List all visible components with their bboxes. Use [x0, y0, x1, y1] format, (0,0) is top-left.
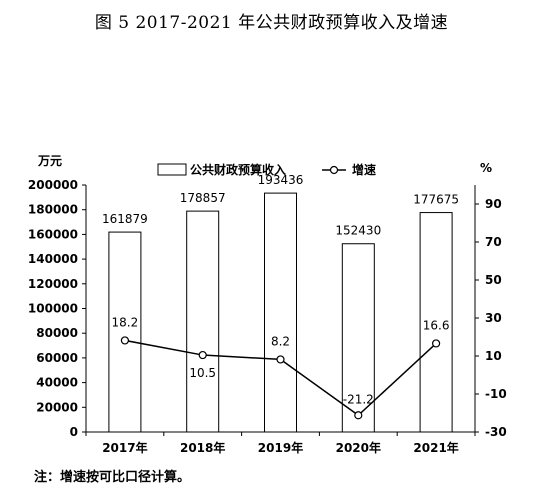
right-tick-label: 30	[485, 311, 502, 325]
line-point	[432, 339, 441, 348]
right-tick-label: 90	[485, 197, 502, 211]
footnote: 注：增速按可比口径计算。	[34, 470, 191, 485]
bar-value-label: 152430	[335, 224, 381, 238]
left-tick-label: 100000	[28, 302, 78, 316]
right-tick-label: 10	[485, 349, 502, 363]
legend: 公共财政预算收入 增速	[157, 162, 376, 177]
line-value-label: 10.5	[189, 366, 216, 380]
y-right-unit: %	[480, 161, 492, 175]
bar	[264, 192, 297, 433]
x-tick-label: 2019年	[258, 440, 303, 455]
x-tick-label: 2020年	[336, 440, 381, 455]
x-tick-label: 2021年	[413, 440, 458, 455]
legend-bar-swatch	[157, 163, 187, 176]
x-tick-label: 2018年	[180, 440, 225, 455]
legend-line-marker	[329, 165, 339, 175]
right-tick-label: 70	[485, 235, 502, 249]
legend-bar-label: 公共财政预算收入	[190, 162, 286, 177]
left-tick-label: 200000	[28, 178, 78, 192]
bar	[419, 212, 453, 433]
bar-value-label: 177675	[413, 193, 459, 207]
bar-value-label: 178857	[180, 191, 226, 205]
line-point	[276, 355, 285, 364]
bar	[108, 231, 142, 433]
figure-title: 图 5 2017-2021 年公共财政预算收入及增速	[94, 13, 449, 33]
left-tick-label: 60000	[36, 351, 78, 365]
bar	[186, 210, 220, 433]
bar-value-label: 161879	[102, 212, 148, 226]
left-tick-label: 20000	[36, 400, 78, 414]
line-point	[354, 411, 363, 420]
line-point	[198, 350, 207, 360]
right-tick-label: -10	[485, 387, 507, 401]
left-tick-label: 140000	[28, 252, 78, 266]
line-value-label: 8.2	[271, 334, 290, 348]
line-value-label: 18.2	[112, 315, 139, 329]
y-left-unit: 万元	[37, 154, 62, 168]
data-labels: 161879 178857 193436 152430 177675 18.2 10.5 8.…	[102, 173, 459, 406]
legend-line-label: 增速	[352, 162, 376, 177]
bar-value-label: 193436	[258, 173, 304, 187]
left-tick-label: 180000	[28, 203, 78, 217]
left-tick-label: 120000	[28, 277, 78, 291]
line-value-label: 16.6	[423, 318, 450, 332]
x-tick-label: 2017年	[102, 440, 147, 455]
left-tick-label: 80000	[36, 326, 78, 340]
right-tick-label: 50	[485, 273, 502, 287]
right-tick-label: -30	[485, 425, 507, 439]
bar	[341, 243, 375, 433]
line-point	[120, 336, 130, 345]
line-series	[120, 336, 441, 420]
left-tick-label: 160000	[28, 227, 78, 241]
bar-series	[108, 192, 453, 433]
line-value-label: -21.2	[343, 392, 374, 406]
left-tick-label: 0	[70, 425, 78, 439]
left-tick-label: 40000	[36, 376, 78, 390]
axes: 0 20000 40000 60000 80000 100000 120000 140000 1…	[28, 154, 507, 455]
